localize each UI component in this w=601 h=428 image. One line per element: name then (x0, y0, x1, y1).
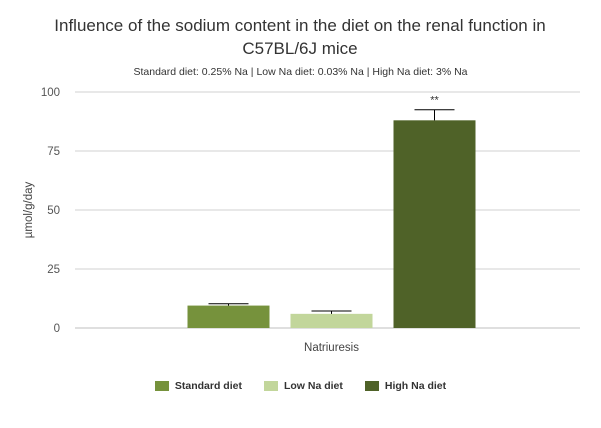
y-tick-label: 75 (47, 146, 60, 158)
error-bars: ** (208, 95, 455, 314)
chart-subtitle: Standard diet: 0.25% Na | Low Na diet: 0… (133, 66, 468, 78)
bar-standard-diet (187, 305, 270, 328)
chart-title: Influence of the sodium content in the d… (54, 16, 546, 58)
y-tick-label: 0 (54, 323, 60, 335)
bar-high-na-diet (393, 120, 476, 328)
legend-item-low-na: Low Na diet (263, 380, 343, 392)
y-ticks: 0 25 50 75 100 (41, 87, 60, 335)
y-tick-label: 100 (41, 87, 60, 99)
legend-item-high-na: High Na diet (364, 380, 447, 392)
legend-item-standard: Standard diet (154, 380, 242, 392)
bars (187, 120, 476, 328)
legend-swatch-low-na (263, 381, 278, 391)
significance-marker: ** (430, 95, 439, 107)
legend-label-low-na: Low Na diet (283, 380, 343, 392)
legend-label-standard: Standard diet (174, 380, 242, 392)
legend-swatch-high-na (364, 381, 379, 391)
gridlines (75, 91, 580, 329)
y-tick-label: 50 (47, 205, 60, 217)
legend-swatch-standard (154, 381, 169, 391)
bar-low-na-diet (290, 313, 373, 328)
legend: Standard diet Low Na diet High Na diet (0, 380, 601, 392)
x-categories: Natriuresis (304, 342, 359, 354)
legend-label-high-na: High Na diet (384, 380, 447, 392)
y-tick-label: 25 (47, 264, 60, 276)
x-category-label: Natriuresis (304, 342, 359, 354)
y-axis-label: µmol/g/day (23, 182, 35, 239)
